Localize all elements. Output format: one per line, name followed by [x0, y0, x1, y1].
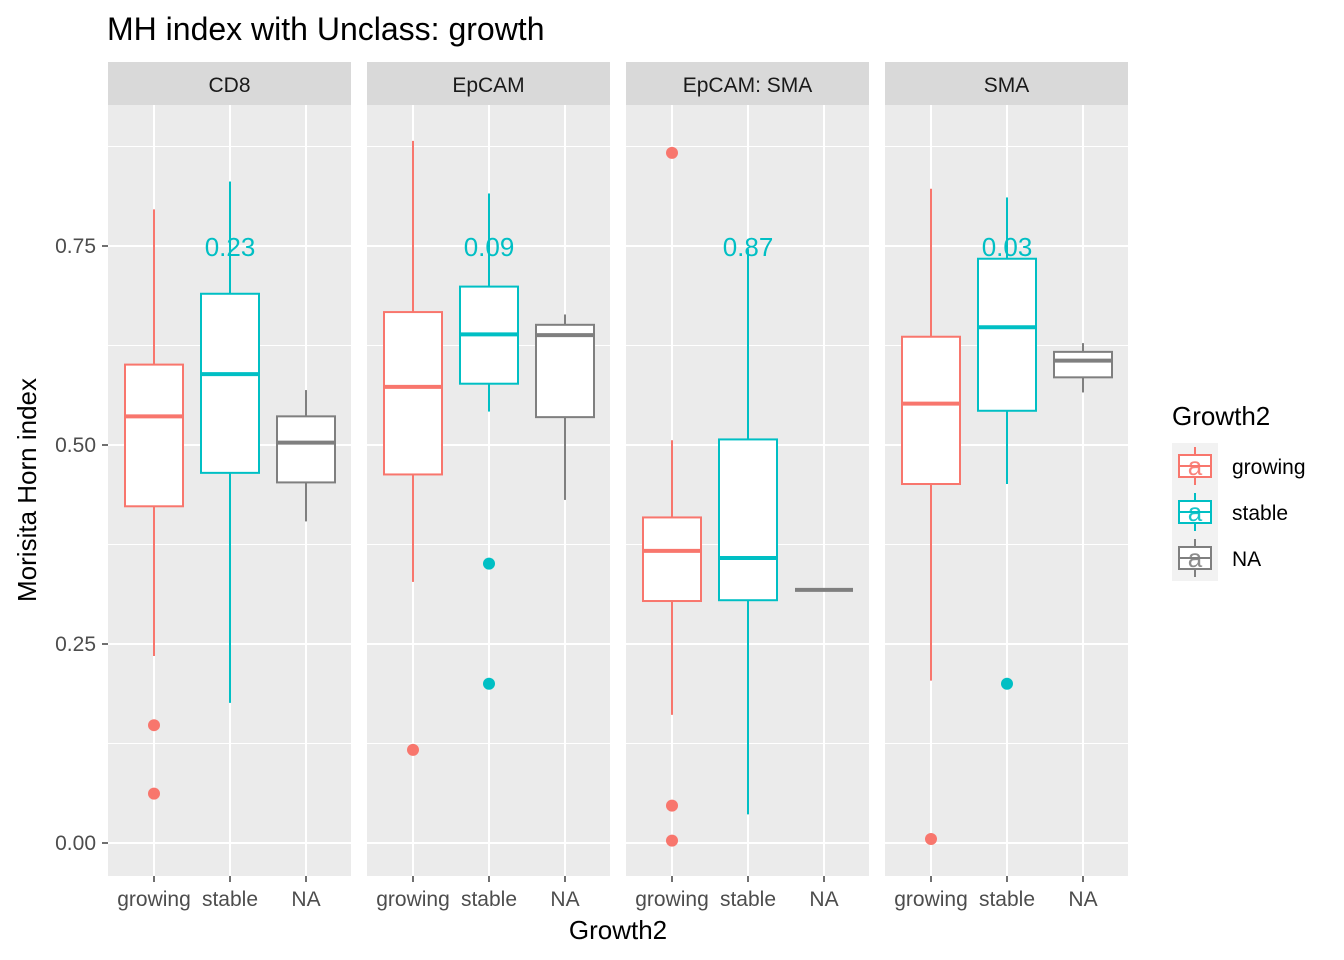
box-iqr [383, 311, 443, 476]
legend-key-NA: a NA [1172, 535, 1261, 581]
x-tick-label: growing [894, 888, 968, 911]
facet-panel-0: CD8 0.23 growing stable NA [108, 62, 351, 911]
outlier-point [666, 146, 678, 159]
outlier-point [925, 833, 937, 846]
y-axis-title: Morisita Horn index [12, 378, 42, 602]
x-tick-label: growing [376, 888, 450, 911]
facet-strip [367, 62, 610, 105]
box-growing [901, 188, 961, 846]
box-iqr [276, 415, 336, 484]
box-iqr [977, 257, 1037, 412]
x-tick-label: NA [291, 888, 320, 911]
facet-panel-2: EpCAM: SMA 0.87 growing stable NA [626, 62, 869, 911]
outlier-point [483, 557, 495, 570]
facet-panel-3: SMA 0.03 growing stable NA [885, 62, 1128, 911]
box-stable [459, 193, 519, 690]
y-tick-label: 0.75 [55, 235, 96, 258]
legend-label: growing [1232, 456, 1306, 479]
box-growing [383, 140, 443, 756]
facet-strip-label: EpCAM [452, 74, 524, 97]
box-iqr [535, 323, 595, 419]
outlier-point [666, 834, 678, 847]
box-iqr [124, 363, 184, 508]
x-axis-title: Growth2 [569, 915, 667, 945]
outlier-point [148, 787, 160, 800]
y-axis: 0.00 0.25 0.50 0.75 [55, 235, 108, 855]
box-iqr [901, 335, 961, 486]
x-tick-label: stable [202, 888, 258, 911]
x-tick-label: NA [809, 888, 838, 911]
x-tick-label: NA [1068, 888, 1097, 911]
outlier-point [483, 677, 495, 690]
facet-strip-label: EpCAM: SMA [683, 74, 813, 97]
y-tick-label: 0.00 [55, 832, 96, 855]
legend-key-stable: a stable [1172, 489, 1288, 535]
box-NA [535, 314, 595, 500]
legend: Growth2 a growing a stable a NA [1172, 401, 1306, 581]
legend-key-glyph: a [1188, 497, 1203, 527]
p-value-label: 0.23 [205, 232, 256, 262]
box-growing [642, 146, 702, 847]
y-tick-label: 0.25 [55, 633, 96, 656]
box-iqr [200, 292, 260, 474]
y-tick-label: 0.50 [55, 434, 96, 457]
box-stable [200, 181, 260, 703]
p-value-label: 0.87 [723, 232, 774, 262]
outlier-point [148, 719, 160, 732]
outlier-point [407, 743, 419, 756]
legend-key-growing: a growing [1172, 443, 1306, 489]
box-growing [124, 209, 184, 800]
facet-strip [108, 62, 351, 105]
box-NA [1053, 343, 1113, 393]
legend-key-glyph: a [1188, 543, 1203, 573]
box-iqr [718, 438, 778, 602]
x-tick-label: NA [550, 888, 579, 911]
box-iqr [642, 516, 702, 603]
p-value-label: 0.03 [982, 232, 1033, 262]
outlier-point [1001, 677, 1013, 690]
facet-panel-1: EpCAM 0.09 growing stable NA [367, 62, 610, 911]
p-value-label: 0.09 [464, 232, 515, 262]
box-iqr [1053, 350, 1113, 379]
outlier-point [666, 799, 678, 812]
box-stable [718, 249, 778, 815]
facet-strip-label: SMA [984, 74, 1030, 97]
x-tick-label: stable [461, 888, 517, 911]
legend-label: stable [1232, 502, 1288, 525]
box-stable [977, 197, 1037, 690]
facet-strip [885, 62, 1128, 105]
legend-label: NA [1232, 548, 1261, 571]
x-tick-label: stable [720, 888, 776, 911]
facet-strip [626, 62, 869, 105]
x-tick-label: stable [979, 888, 1035, 911]
x-tick-label: growing [117, 888, 191, 911]
chart-title: MH index with Unclass: growth [107, 11, 544, 47]
facet-strip-label: CD8 [208, 74, 250, 97]
legend-key-glyph: a [1188, 451, 1203, 481]
legend-title: Growth2 [1172, 401, 1270, 431]
box-NA [276, 390, 336, 522]
x-tick-label: growing [635, 888, 709, 911]
facet-panels: CD8 0.23 growing stable NA EpCAM 0.09 growing st… [108, 62, 1128, 911]
